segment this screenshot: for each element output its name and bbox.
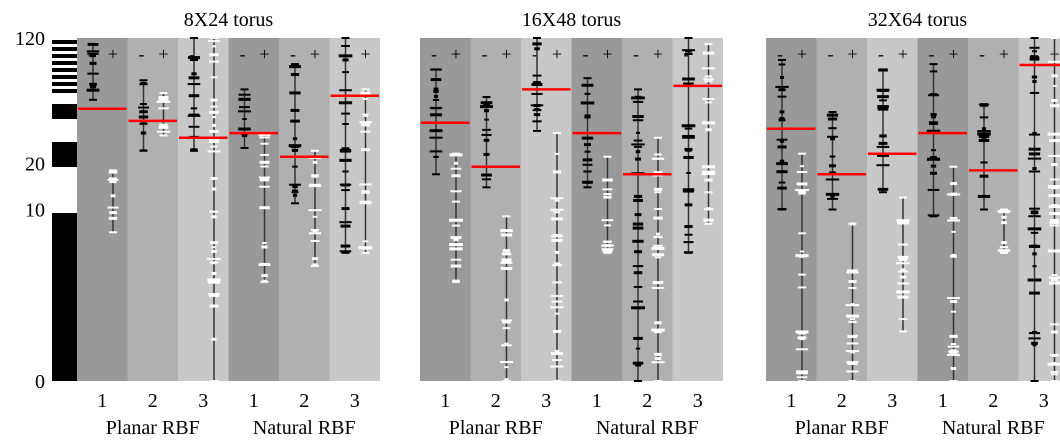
category-label: 3 [887,390,897,412]
plus-sign-label: + [797,44,807,64]
category-label: 3 [1039,390,1049,412]
category-label: 2 [491,390,501,412]
category-label: 1 [440,390,450,412]
plus-sign-label: + [360,44,370,64]
axis-bar-stripe [52,89,77,93]
minus-sign-label: - [979,44,985,64]
category-label: 1 [97,390,107,412]
plus-sign-label: + [158,44,168,64]
y-tick-label: 120 [15,28,45,50]
group-label: Planar RBF [106,417,200,439]
axis-bar-stripe [52,40,77,44]
category-label: 2 [299,390,309,412]
axis-bar-stripe [52,68,77,72]
category-label: 3 [693,390,703,412]
plus-sign-label: + [259,44,269,64]
group-label: Natural RBF [942,417,1045,439]
category-background [867,38,918,381]
category-label: 3 [198,390,208,412]
minus-sign-label: - [828,44,834,64]
category-label: 1 [592,390,602,412]
minus-sign-label: - [341,44,347,64]
axis-bar-stripe [52,75,77,79]
plus-sign-label: + [653,44,663,64]
y-tick-label: 20 [25,153,45,175]
category-background [571,38,622,381]
category-background [329,38,380,381]
plus-sign-label: + [999,44,1009,64]
y-tick-label: 0 [35,371,45,393]
category-background [420,38,471,381]
axis-bar-stripe [52,54,77,58]
category-background [127,38,178,381]
minus-sign-label: - [532,44,538,64]
axis-bar-solid [52,213,77,381]
minus-sign-label: - [482,44,488,64]
plus-sign-label: + [310,44,320,64]
minus-sign-label: - [633,44,639,64]
minus-sign-label: - [583,44,589,64]
axis-bar-block [52,104,77,119]
panel-title: 32X64 torus [868,9,968,31]
minus-sign-label: - [290,44,296,64]
category-label: 3 [350,390,360,412]
category-background [77,38,128,381]
category-background [228,38,279,381]
plus-sign-label: + [898,44,908,64]
category-label: 1 [249,390,259,412]
category-label: 2 [837,390,847,412]
axis-bar-block [52,142,77,167]
plus-sign-label: + [948,44,958,64]
minus-sign-label: - [929,44,935,64]
plus-sign-label: + [847,44,857,64]
plus-sign-label: + [501,44,511,64]
panel-title: 16X48 torus [522,9,622,31]
minus-sign-label: - [431,44,437,64]
minus-sign-label: - [139,44,145,64]
minus-sign-label: - [240,44,246,64]
axis-bar-stripe [52,82,77,86]
category-label: 1 [786,390,796,412]
group-label: Natural RBF [253,417,356,439]
category-background [816,38,867,381]
minus-sign-label: - [878,44,884,64]
category-background [968,38,1019,381]
group-label: Natural RBF [596,417,699,439]
plus-sign-label: + [108,44,118,64]
category-label: 2 [642,390,652,412]
category-label: 2 [148,390,158,412]
plus-sign-label: + [552,44,562,64]
category-label: 2 [988,390,998,412]
category-label: 1 [938,390,948,412]
category-background [766,38,817,381]
group-label: Planar RBF [795,417,889,439]
plus-sign-label: + [451,44,461,64]
axis-bar-stripe [52,61,77,65]
panel-title: 8X24 torus [184,9,274,31]
plus-sign-label: + [602,44,612,64]
axis-bar-stripe [52,47,77,51]
category-background [672,38,723,381]
category-label: 3 [541,390,551,412]
group-label: Planar RBF [449,417,543,439]
category-background [622,38,673,381]
minus-sign-label: - [189,44,195,64]
y-tick-label: 10 [25,200,45,222]
category-background [178,38,229,381]
category-background [917,38,968,381]
minus-sign-label: - [777,44,783,64]
minus-sign-label: - [1030,44,1036,64]
y-axis: 0 10 20 120 [15,28,77,393]
category-background [279,38,330,381]
category-background [470,38,521,381]
